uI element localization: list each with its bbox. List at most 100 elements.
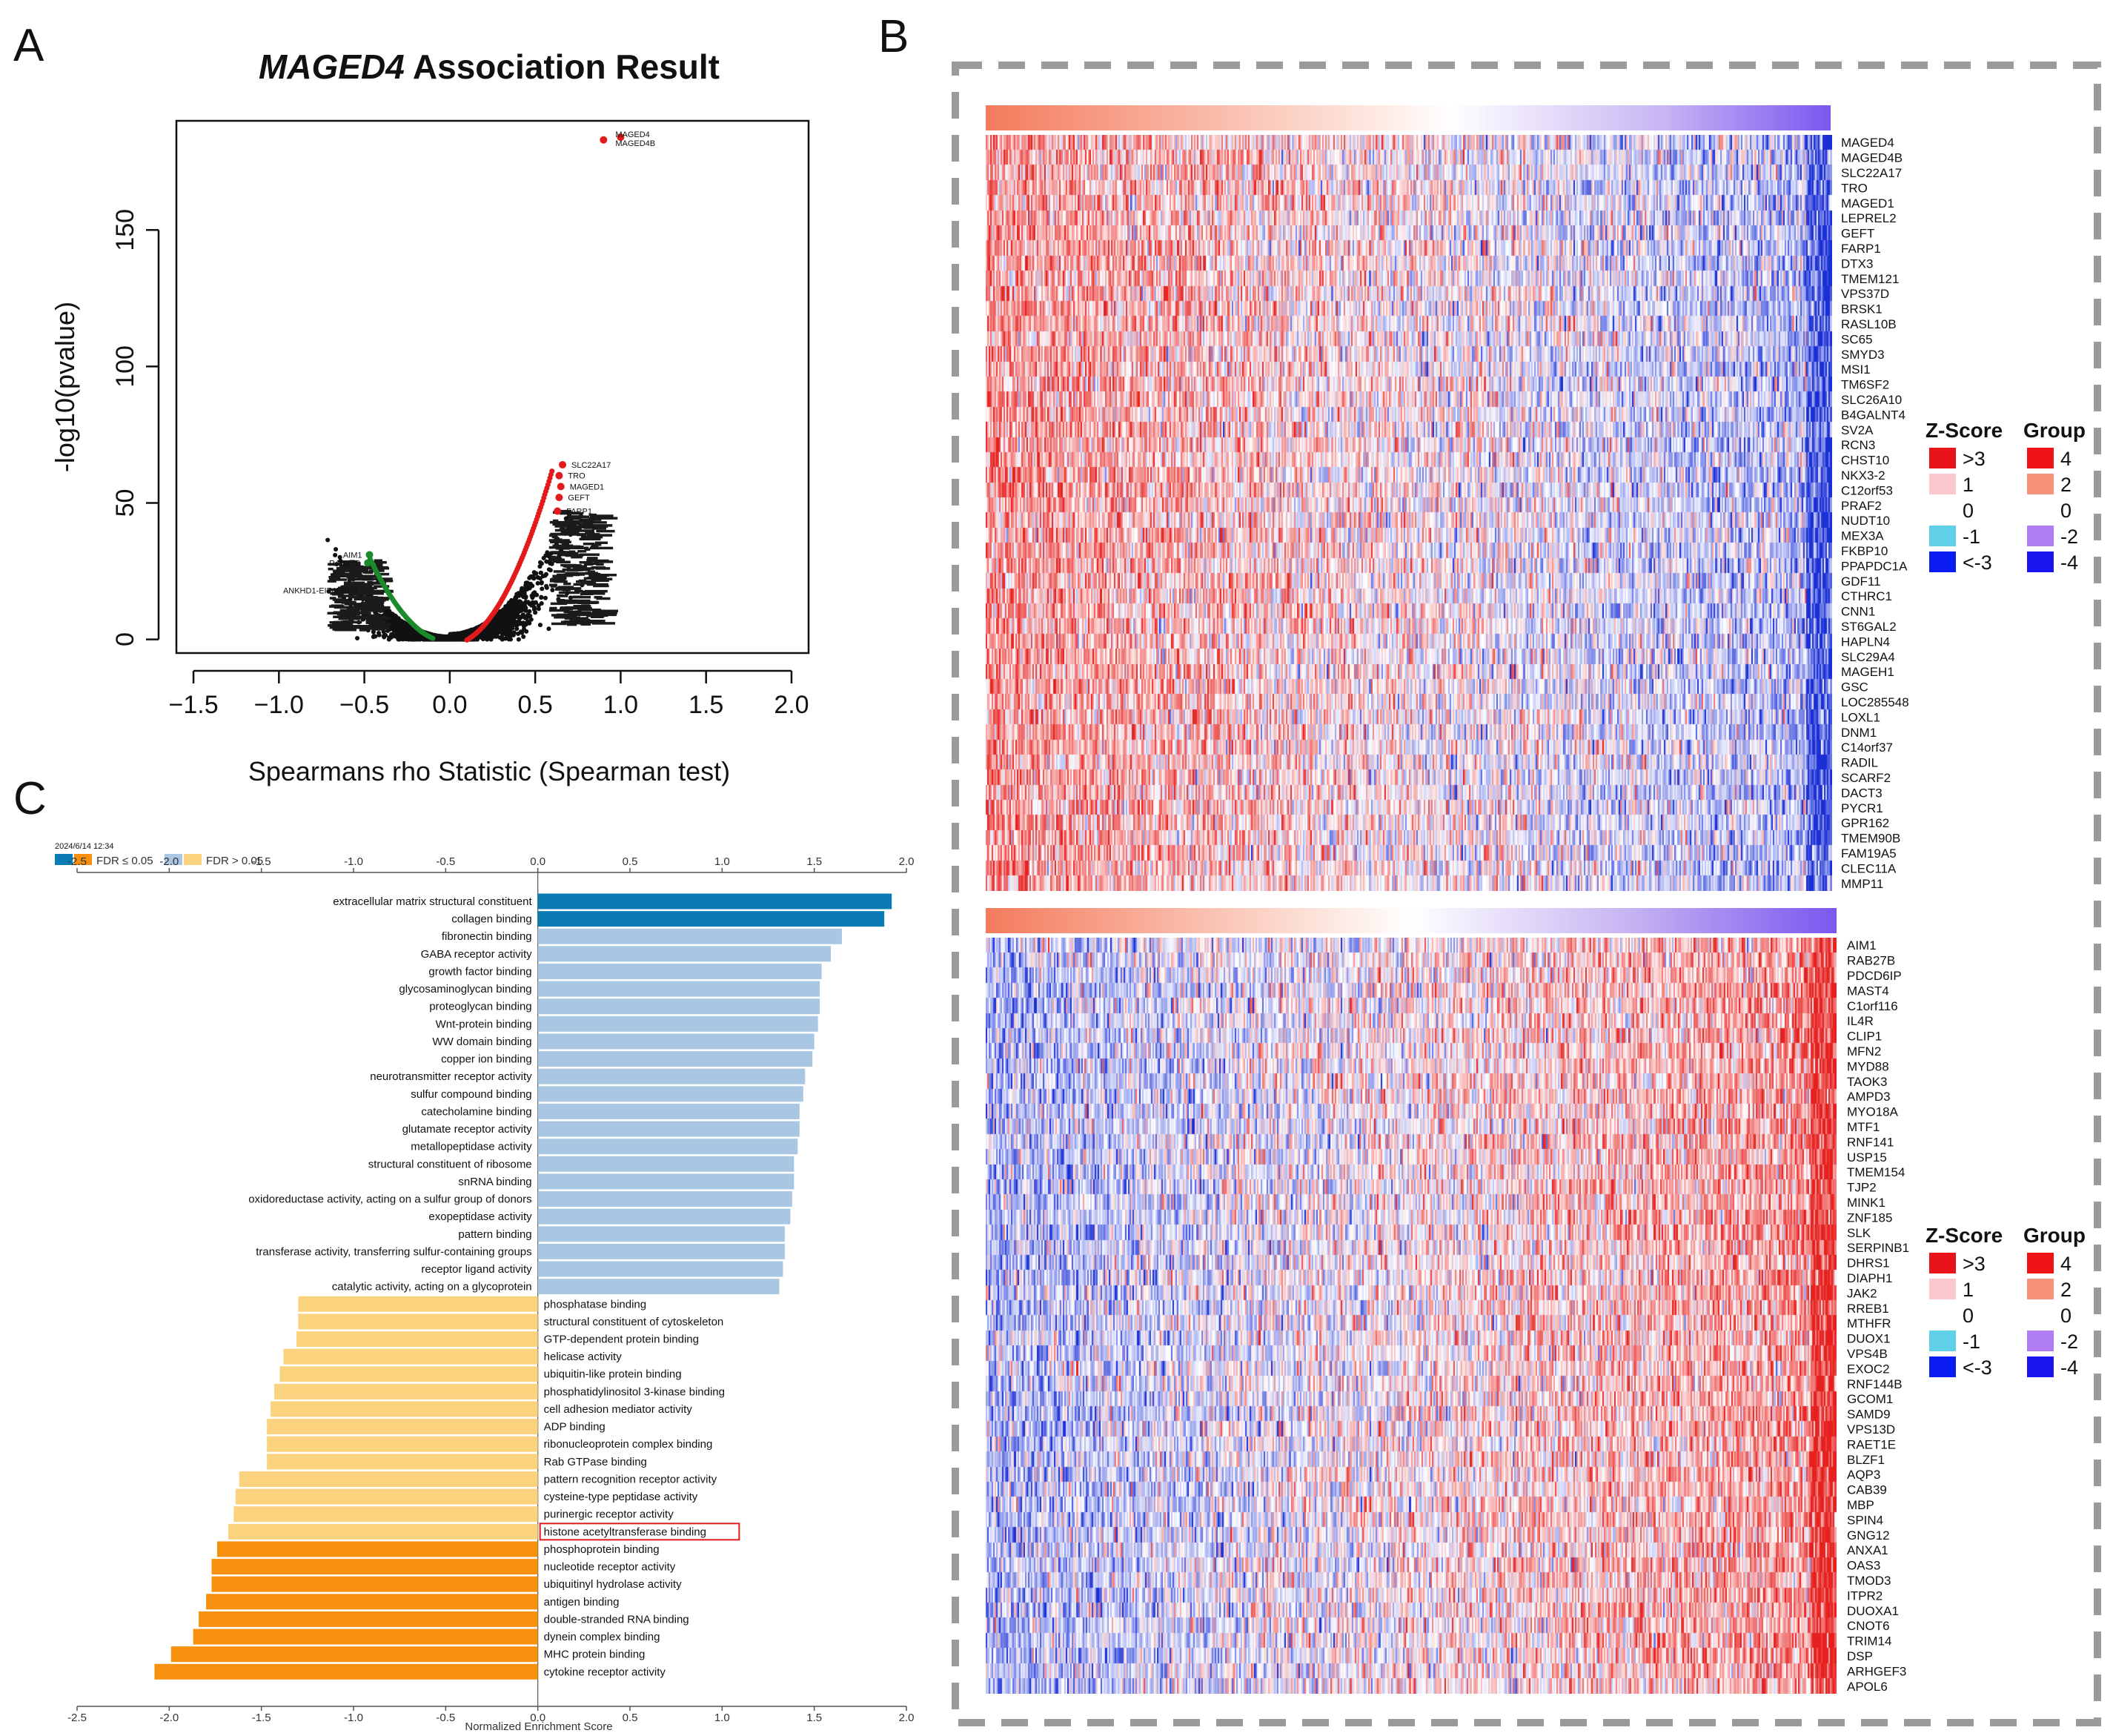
gene-label-vps13d: VPS13D [1847, 1422, 1895, 1437]
gene-label-trim14: TRIM14 [1847, 1634, 1891, 1649]
volcano-x-tick-label-0: −1.5 [168, 691, 218, 719]
legend-top-zscore-swatch-1 [1929, 474, 1956, 494]
gene-label-arhgef3: ARHGEF3 [1847, 1664, 1906, 1678]
gsea-legend: FDR ≤ 0.05 FDR > 0.05 [55, 854, 263, 867]
volcano-neg-point-1 [364, 559, 372, 567]
volcano-pos-point-0 [559, 460, 567, 468]
gsea-bar-42 [193, 1629, 538, 1645]
gsea-label-39: ubiquitinyl hydrolase activity [544, 1578, 682, 1591]
legend-top-group-swatch-1 [2027, 474, 2054, 494]
volcano-x-tick-label-7: 2.0 [774, 691, 809, 719]
volcano-x-tick-label-1: −1.0 [254, 691, 304, 719]
gene-label-tmod3: TMOD3 [1847, 1574, 1891, 1588]
legend-bot-zscore-label-0: >3 [1963, 1253, 1986, 1275]
gsea-highlight-box [539, 1523, 740, 1541]
gsea-bar-31 [267, 1436, 538, 1452]
gsea-bar-33 [239, 1471, 538, 1487]
gene-label-maged4b: MAGED4B [1841, 151, 1903, 165]
heat-bot-cells [986, 938, 1837, 1694]
gene-label-tm6sf2: TM6SF2 [1841, 378, 1889, 392]
gsea-label-19: pattern binding [458, 1228, 531, 1241]
gsea-bar-24 [298, 1313, 538, 1330]
gene-label-hapln4: HAPLN4 [1841, 635, 1890, 649]
legend-bot-group-label-2: 0 [2060, 1305, 2071, 1327]
gene-label-smyd3: SMYD3 [1841, 348, 1885, 362]
gsea-label-17: oxidoreductase activity, acting on a sul… [248, 1193, 531, 1206]
heatmap-top [986, 135, 1832, 891]
gene-label-tmem90b: TMEM90B [1841, 832, 1900, 846]
legend-nonsig-swatch-blue [165, 854, 182, 865]
gene-label-cnot6: CNOT6 [1847, 1619, 1890, 1633]
volcano-x-tick-label-5: 1.0 [603, 691, 638, 719]
gsea-axes: -2.5 -2.0 -1.5 -1.0 -0.5 0.0 0.5 1.0 1.5 2.0 -2.5 -… [67, 855, 914, 1724]
gene-label-dhrs1: DHRS1 [1847, 1256, 1890, 1270]
gsea-bar-9 [537, 1051, 813, 1067]
gene-label-gcom1: GCOM1 [1847, 1392, 1893, 1406]
volcano-title: MAGED4 Association Result [259, 47, 720, 86]
legend-top-zscore-label-1: 1 [1963, 474, 1974, 496]
gsea-label-3: GABA receptor activity [421, 948, 533, 961]
gene-label-nudt10: NUDT10 [1841, 514, 1890, 528]
gene-label-taok3: TAOK3 [1847, 1075, 1887, 1089]
gsea-bar-17 [537, 1191, 792, 1207]
gene-label-sc65: SC65 [1841, 332, 1873, 346]
gsea-label-21: receptor ligand activity [421, 1263, 532, 1276]
legend-top-zscore-title: Z-Score [1925, 419, 2003, 442]
gsea-bar-38 [211, 1559, 538, 1575]
gsea-tick-label-0-1: -2.0 [159, 855, 179, 868]
gsea-tick-label-1-2: -1.5 [252, 1712, 271, 1724]
gsea-label-41: double-stranded RNA binding [544, 1613, 689, 1626]
gene-label-pdcd6ip: PDCD6IP [1847, 969, 1902, 983]
gsea-label-27: ubiquitin-like protein binding [544, 1368, 682, 1381]
gene-label-fam19a5: FAM19A5 [1841, 847, 1897, 861]
gsea-bar-21 [537, 1261, 783, 1277]
gene-label-leprel2: LEPREL2 [1841, 211, 1897, 225]
volcano-pos-label-4: FARP1 [566, 508, 592, 517]
gsea-label-12: catecholamine binding [421, 1105, 531, 1118]
volcano-x-label: Spearmans rho Statistic (Spearman test) [248, 756, 730, 786]
gene-label-mtf1: MTF1 [1847, 1120, 1880, 1134]
gsea-bar-6 [537, 998, 820, 1015]
volcano-pos-point-1 [555, 471, 563, 480]
gsea-label-24: structural constituent of cytoskeleton [544, 1316, 724, 1328]
gene-label-samd9: SAMD9 [1847, 1408, 1891, 1422]
volcano-x-tick-label-6: 1.5 [689, 691, 723, 719]
gsea-label-18: exopeptidase activity [428, 1210, 532, 1223]
gene-label-clip1: CLIP1 [1847, 1030, 1882, 1044]
legend-top-zscore-swatch-4 [1929, 551, 1956, 572]
gsea-label-28: phosphatidylinositol 3-kinase binding [544, 1385, 725, 1398]
panel-letter-a: A [13, 20, 44, 71]
gene-label-rab27b: RAB27B [1847, 954, 1895, 968]
legend-sig-swatch-blue [55, 854, 73, 865]
legend-top-group-label-1: 2 [2060, 474, 2071, 496]
gene-label-apol6: APOL6 [1847, 1680, 1888, 1694]
gsea-label-36: histone acetyltransferase binding [544, 1525, 706, 1538]
gsea-bar-40 [206, 1594, 538, 1610]
heat-top-cells [986, 135, 1832, 891]
gsea-bar-1 [537, 911, 885, 927]
gsea-label-31: ribonucleoprotein complex binding [544, 1438, 713, 1451]
legend-bot-group-swatch-3 [2027, 1331, 2054, 1351]
gene-label-slc26a10: SLC26A10 [1841, 393, 1902, 407]
gsea-label-9: copper ion binding [441, 1053, 532, 1066]
gsea-bar-15 [537, 1156, 795, 1172]
gene-label-farp1: FARP1 [1841, 242, 1881, 256]
gsea-tick-label-0-7: 1.0 [714, 855, 730, 868]
volcano-title-rest: Association Result [405, 47, 720, 86]
gsea-bar-12 [537, 1103, 800, 1119]
gsea-bar-8 [537, 1033, 815, 1050]
gsea-tick-label-1-7: 1.0 [714, 1712, 730, 1724]
legend-bot-zscore-label-1: 1 [1963, 1279, 1974, 1301]
gsea-tick-label-1-4: -0.5 [436, 1712, 455, 1724]
gsea-bar-16 [537, 1173, 795, 1190]
legend-top-zscore-swatch-0 [1929, 448, 1956, 468]
gene-label-itpr2: ITPR2 [1847, 1588, 1883, 1603]
heatmap-bottom-legend: Z-Score Group >3 4 1 2 0 0 -1 -2 <-3 -4 [1925, 1224, 2086, 1379]
gsea-label-37: phosphoprotein binding [544, 1543, 660, 1556]
gsea-x-label: Normalized Enrichment Score [465, 1720, 612, 1733]
gene-label-gpr162: GPR162 [1841, 816, 1889, 830]
gsea-tick-label-1-1: -2.0 [159, 1712, 179, 1724]
gsea-label-32: Rab GTPase binding [544, 1456, 647, 1468]
legend-bot-group-label-1: 2 [2060, 1279, 2071, 1301]
legend-top-group-swatch-4 [2027, 551, 2054, 572]
